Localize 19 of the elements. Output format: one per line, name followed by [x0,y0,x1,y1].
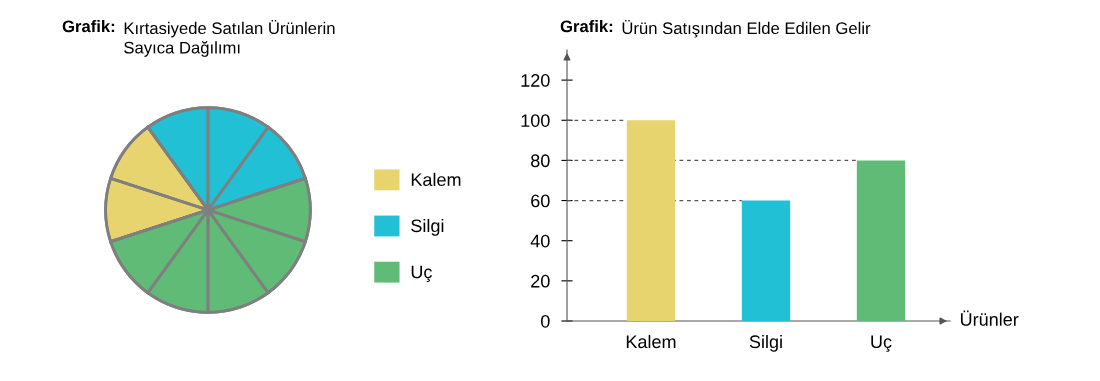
y-tick-label: 20 [531,274,550,288]
x-tick-label: Silgi [749,334,782,352]
x-axis-title: Ürünler [960,310,1019,326]
chart-title: Grafik: Kırtasiyede Satılan Ürünlerin Sayıca Dağılımı [62,20,335,57]
bar [626,120,676,321]
legend-label: Kalem [411,172,461,187]
x-tick-label: Kalem [626,334,676,349]
y-tick-label: 100 [521,114,550,127]
bar [741,200,791,321]
y-tick-label: 120 [521,74,550,87]
y-tick-label: 40 [530,234,550,248]
chart-title: Grafik: Ürün Satışından Elde Edilen Gelir [560,20,871,38]
y-tick-label: 80 [531,154,550,168]
bar [856,160,906,321]
legend-label: Silgi [411,218,444,236]
legend-label: Uç [411,265,432,282]
x-tick-label: Uç [871,335,892,352]
y-tick-label: 0 [541,314,550,328]
y-tick-label: 60 [531,194,550,208]
